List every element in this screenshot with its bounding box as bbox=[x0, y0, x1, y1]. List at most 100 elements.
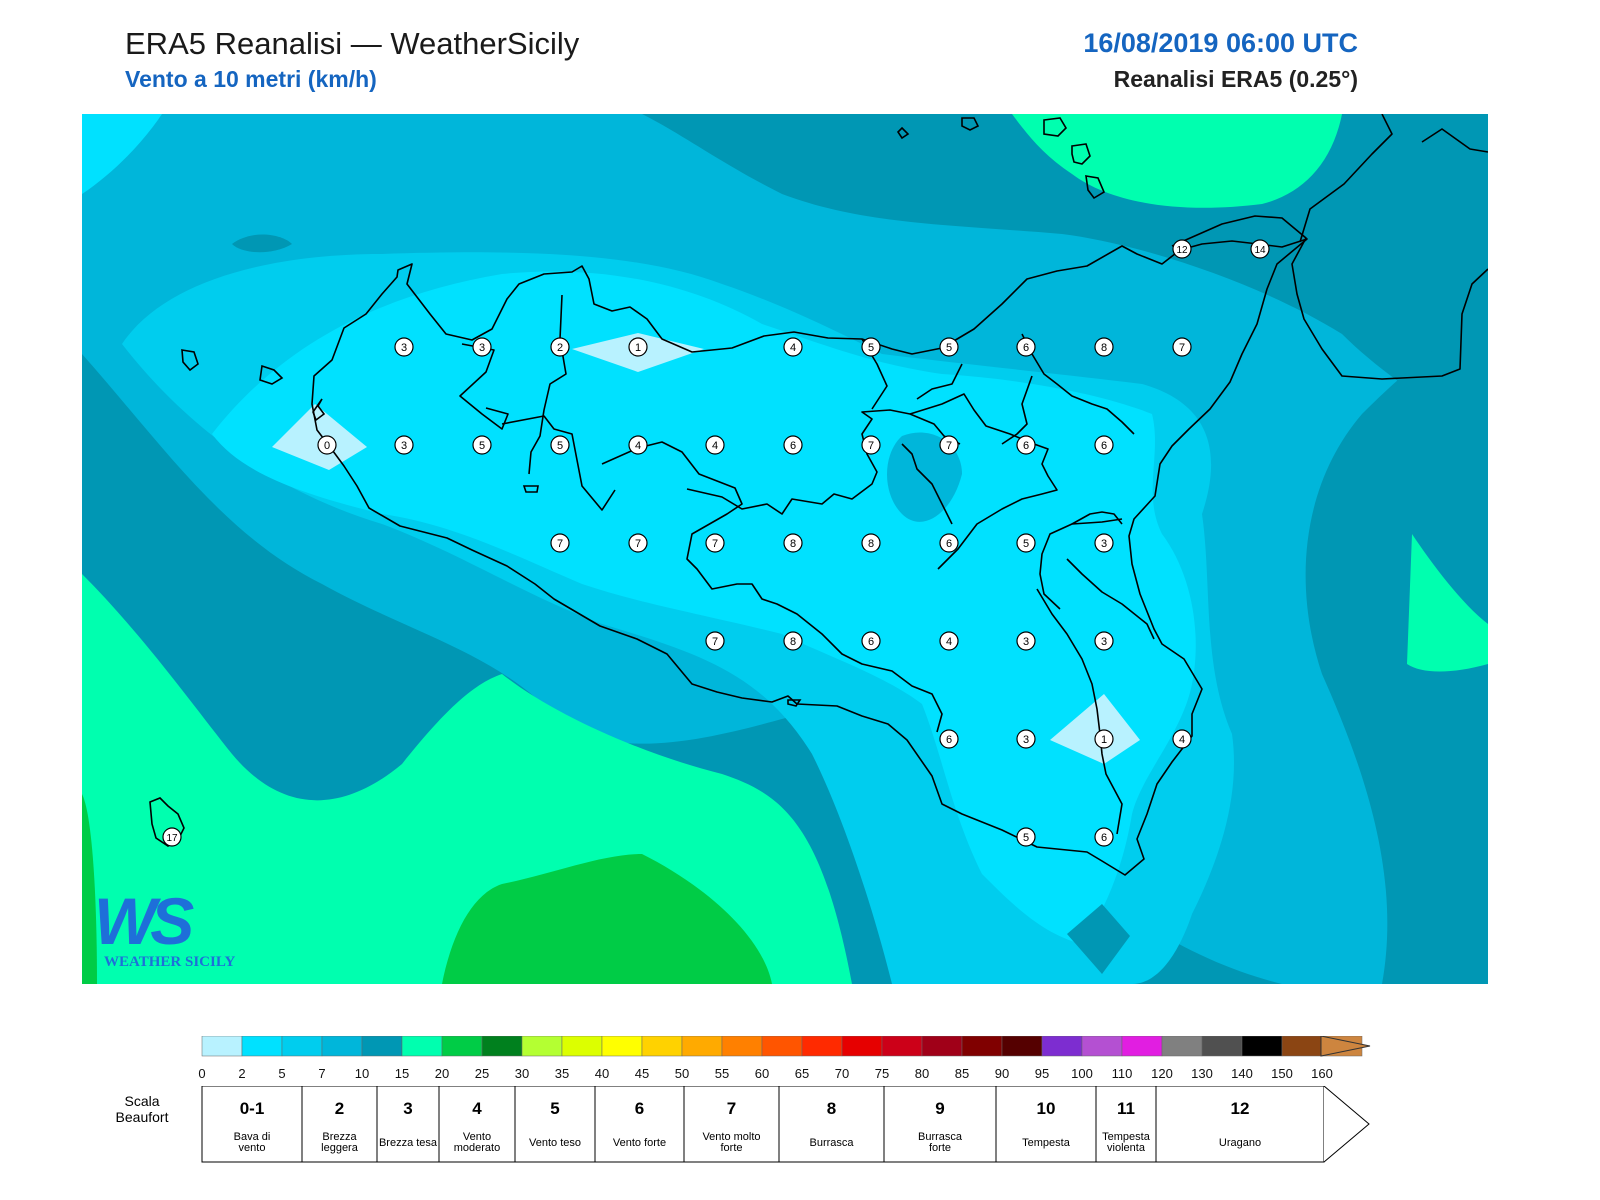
marker-circle bbox=[705, 533, 725, 553]
beaufort-number: 6 bbox=[635, 1099, 644, 1118]
wind-value-marker: 7 bbox=[550, 533, 570, 553]
marker-circle bbox=[550, 435, 570, 455]
beaufort-desc: Uragano bbox=[1219, 1137, 1261, 1149]
islands bbox=[149, 117, 1106, 847]
beaufort-number: 3 bbox=[403, 1099, 412, 1118]
beaufort-desc: forte bbox=[929, 1142, 951, 1154]
marker-circle bbox=[1250, 239, 1270, 259]
zone-10-15 bbox=[1305, 314, 1488, 984]
marker-circle bbox=[472, 435, 492, 455]
beaufort-number: 11 bbox=[1117, 1099, 1135, 1118]
colorbar-tick-label: 30 bbox=[515, 1066, 529, 1081]
colorbar-segment bbox=[401, 1036, 443, 1057]
colorbar-segment bbox=[1241, 1036, 1283, 1057]
wind-value-label: 1 bbox=[635, 342, 641, 354]
colorbar-segment bbox=[921, 1036, 963, 1057]
wind-value-marker: 3 bbox=[1016, 729, 1036, 749]
wind-value-marker: 6 bbox=[1016, 435, 1036, 455]
wind-value-label: 6 bbox=[1023, 342, 1029, 354]
wind-value-marker: 6 bbox=[783, 435, 803, 455]
wind-value-marker: 5 bbox=[939, 337, 959, 357]
beaufort-class: 10 Tempesta bbox=[995, 1086, 1097, 1163]
beaufort-desc: Vento teso bbox=[529, 1137, 581, 1149]
wind-value-label: 7 bbox=[1179, 342, 1185, 354]
beaufort-label-line1: Scala bbox=[124, 1093, 159, 1109]
colorbar-tick-label: 25 bbox=[475, 1066, 489, 1081]
beaufort-box bbox=[1095, 1086, 1157, 1163]
dataset-label: Reanalisi ERA5 (0.25°) bbox=[1113, 66, 1358, 92]
marker-circle bbox=[939, 631, 959, 651]
beaufort-desc: moderato bbox=[454, 1142, 500, 1154]
colorbar-segments bbox=[201, 1036, 1363, 1057]
wind-value-label: 4 bbox=[790, 342, 796, 354]
wind-value-label: 5 bbox=[479, 440, 485, 452]
colorbar-segment bbox=[481, 1036, 523, 1057]
colorbar-segment bbox=[1201, 1036, 1243, 1057]
wind-value-marker: 12 bbox=[1172, 239, 1192, 259]
wind-speed-field bbox=[82, 114, 1488, 984]
wind-colorbar: 0 2 5 7 10 15 20 25 30 35 40 45 50 55 60 65 70 75 80 85 90 95… bbox=[198, 1036, 1371, 1081]
marker-circle bbox=[1172, 729, 1192, 749]
wind-value-label: 3 bbox=[1023, 636, 1029, 648]
beaufort-box bbox=[883, 1086, 997, 1163]
wind-value-marker: 3 bbox=[1094, 533, 1114, 553]
marker-circle bbox=[861, 631, 881, 651]
colorbar-tick-label: 110 bbox=[1112, 1066, 1133, 1081]
colorbar-tick-label: 2 bbox=[238, 1066, 245, 1081]
wind-value-label: 3 bbox=[1101, 538, 1107, 550]
marker-circle bbox=[628, 435, 648, 455]
beaufort-number: 10 bbox=[1037, 1099, 1056, 1118]
marker-circle bbox=[550, 533, 570, 553]
colorbar-tick-label: 20 bbox=[435, 1066, 449, 1081]
colorbar-tick-label: 90 bbox=[995, 1066, 1009, 1081]
colorbar-tick-label: 150 bbox=[1271, 1066, 1293, 1081]
beaufort-box bbox=[683, 1086, 780, 1163]
logo-text: WEATHER SICILY bbox=[104, 954, 235, 970]
wind-value-label: 7 bbox=[946, 440, 952, 452]
beaufort-desc: Burrasca bbox=[809, 1137, 854, 1149]
wind-value-label: 5 bbox=[557, 440, 563, 452]
colorbar-tick-label: 50 bbox=[675, 1066, 689, 1081]
colorbar-tick-label: 65 bbox=[795, 1066, 809, 1081]
wind-value-label: 6 bbox=[1101, 832, 1107, 844]
marker-circle bbox=[472, 337, 492, 357]
marker-circle bbox=[1016, 337, 1036, 357]
wind-value-label: 3 bbox=[401, 440, 407, 452]
marker-circle bbox=[550, 337, 570, 357]
colorbar-segment bbox=[641, 1036, 683, 1057]
marker-circle bbox=[861, 337, 881, 357]
beaufort-box bbox=[514, 1086, 596, 1163]
wind-value-label: 3 bbox=[1101, 636, 1107, 648]
wind-value-label: 6 bbox=[790, 440, 796, 452]
beaufort-desc: leggera bbox=[321, 1142, 359, 1154]
colorbar-segment bbox=[761, 1036, 803, 1057]
wind-value-marker: 6 bbox=[939, 533, 959, 553]
wind-value-label: 6 bbox=[1023, 440, 1029, 452]
marker-circle bbox=[1016, 631, 1036, 651]
marker-circle bbox=[939, 337, 959, 357]
beaufort-class: 8 Burrasca bbox=[778, 1086, 885, 1163]
wind-value-label: 7 bbox=[635, 538, 641, 550]
colorbar-tick-label: 60 bbox=[755, 1066, 769, 1081]
wind-value-label: 7 bbox=[868, 440, 874, 452]
marker-circle bbox=[1094, 435, 1114, 455]
wind-value-marker: 8 bbox=[1094, 337, 1114, 357]
beaufort-box bbox=[301, 1086, 378, 1163]
colorbar-segment bbox=[281, 1036, 323, 1057]
wind-value-marker: 1 bbox=[1094, 729, 1114, 749]
marker-circle bbox=[705, 435, 725, 455]
wind-value-marker: 5 bbox=[550, 435, 570, 455]
wind-value-marker: 5 bbox=[861, 337, 881, 357]
marker-circle bbox=[861, 435, 881, 455]
marker-circle bbox=[1094, 631, 1114, 651]
colorbar-tick-label: 85 bbox=[955, 1066, 969, 1081]
marker-circle bbox=[783, 533, 803, 553]
beaufort-desc: Vento molto bbox=[702, 1131, 760, 1143]
colorbar-segment bbox=[521, 1036, 563, 1057]
zone-20-25 bbox=[82, 794, 97, 984]
wind-value-marker: 6 bbox=[861, 631, 881, 651]
